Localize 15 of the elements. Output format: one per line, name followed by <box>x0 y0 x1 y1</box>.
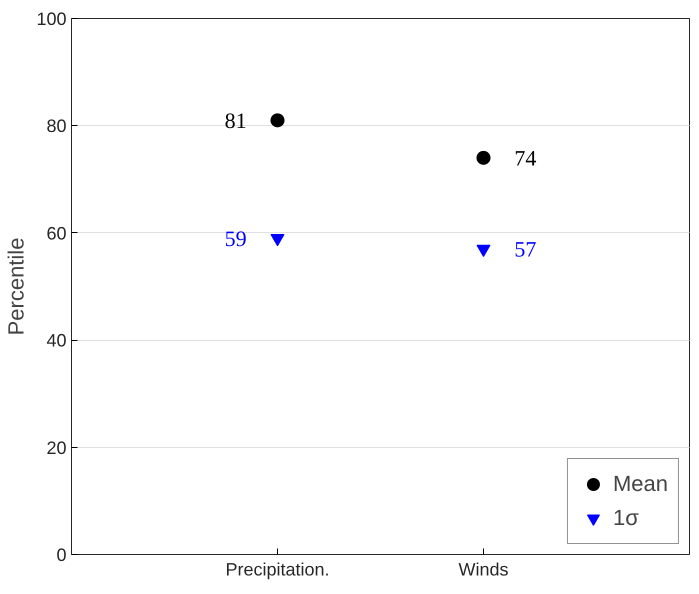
x-tick-label: Precipitation. <box>225 560 330 580</box>
y-axis-title: Percentile <box>3 238 28 336</box>
data-label: 57 <box>514 236 536 262</box>
data-label: 59 <box>224 226 247 251</box>
y-tick-label: 40 <box>46 330 67 351</box>
legend-label: Mean <box>612 471 668 497</box>
data-label: 81 <box>224 108 247 133</box>
y-tick-label: 80 <box>46 116 67 136</box>
legend-label: 1σ <box>612 505 639 531</box>
y-tick-label: 0 <box>56 545 67 565</box>
data-label: 74 <box>514 145 536 170</box>
x-tick-label: Winds <box>458 560 509 580</box>
y-tick-label: 20 <box>46 438 67 458</box>
y-tick-label: 60 <box>46 223 67 244</box>
y-tick-label: 100 <box>36 9 67 29</box>
